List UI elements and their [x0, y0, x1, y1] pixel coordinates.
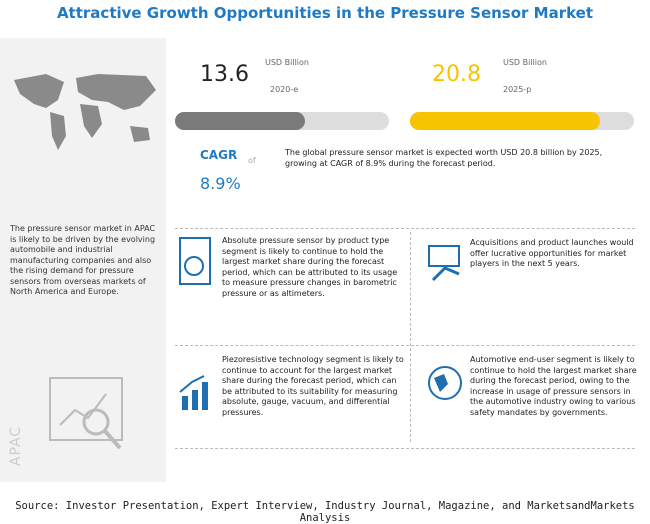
- progress-fill: [410, 112, 600, 130]
- left-panel: The pressure sensor market in APAC is li…: [0, 38, 166, 482]
- divider: [410, 232, 411, 442]
- cagr-text: The global pressure sensor market is exp…: [285, 148, 603, 168]
- divider: [175, 448, 635, 449]
- stat-year: 2025-p: [503, 85, 532, 94]
- cagr-value: 8.9%: [200, 174, 241, 193]
- illustration: [49, 377, 123, 450]
- icon: [428, 366, 462, 400]
- progress-track: [410, 112, 634, 130]
- title: Attractive Growth Opportunities in the P…: [56, 4, 594, 22]
- insight: Absolute pressure sensor by product type…: [222, 236, 398, 298]
- divider: [175, 228, 635, 229]
- stat-unit: USD Billion: [265, 58, 309, 67]
- insight: Acquisitions and product launches would …: [470, 238, 634, 268]
- stat-year: 2020-e: [270, 85, 299, 94]
- source: Source: Investor Presentation, Expert In…: [15, 500, 635, 524]
- stat-value: 20.8: [432, 62, 481, 87]
- left-text: The pressure sensor market in APAC is li…: [10, 224, 156, 296]
- cagr-of: of: [248, 156, 256, 165]
- icon: [428, 245, 460, 282]
- icon: [179, 375, 208, 410]
- progress-fill: [175, 112, 305, 130]
- icon: [179, 237, 211, 285]
- cagr-label: CAGR: [200, 148, 238, 162]
- stat-value: 13.6: [200, 62, 249, 87]
- divider: [175, 345, 635, 346]
- insight: Piezoresistive technology segment is lik…: [222, 355, 404, 417]
- stat-unit: USD Billion: [503, 58, 547, 67]
- region-label: APAC: [8, 425, 25, 467]
- progress-track: [175, 112, 389, 130]
- insight: Automotive end-user segment is likely to…: [470, 355, 637, 417]
- world-map: [14, 74, 156, 150]
